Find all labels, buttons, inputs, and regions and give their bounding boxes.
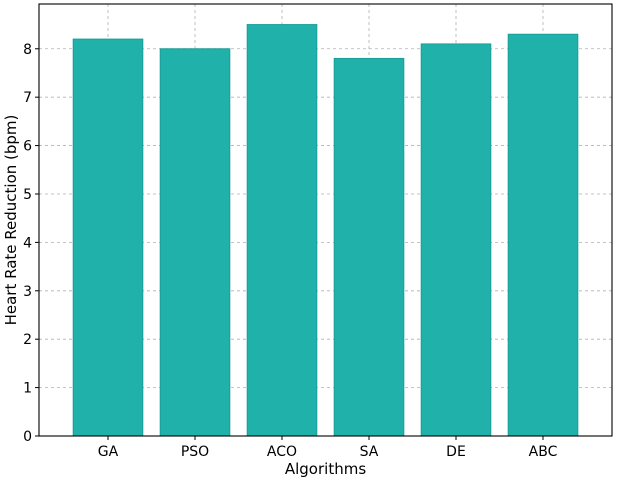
y-tick-label: 6 (23, 139, 32, 155)
bar-pso (159, 48, 231, 437)
bar-de (420, 43, 492, 437)
y-tick-label: 3 (23, 284, 32, 300)
ticks: 0 1 2 3 4 5 6 7 8 GA PSO ACO SA DE ABC (23, 42, 557, 460)
plot-frame (38, 3, 613, 437)
bar-aco (246, 24, 318, 437)
y-axis-title: Heart Rate Reduction (bpm) (2, 115, 20, 326)
bar-abc (507, 33, 579, 437)
x-tick-label: DE (446, 444, 466, 460)
y-tick-label: 8 (23, 42, 32, 58)
bars (72, 24, 579, 437)
x-axis-title: Algorithms (285, 460, 366, 478)
y-tick-label: 4 (23, 235, 32, 251)
bar-sa (333, 57, 405, 437)
y-tick-label: 1 (23, 381, 32, 397)
x-tick-label: PSO (181, 444, 209, 460)
y-tick-label: 5 (23, 187, 32, 203)
bar-ga (72, 38, 144, 437)
x-tick-label: GA (98, 444, 119, 460)
y-tick-label: 2 (23, 332, 32, 348)
x-tick-label: ABC (529, 444, 558, 460)
y-tick-label: 7 (23, 90, 32, 106)
x-tick-label: SA (360, 444, 379, 460)
x-tick-label: ACO (267, 444, 297, 460)
y-tick-label: 0 (23, 429, 32, 445)
